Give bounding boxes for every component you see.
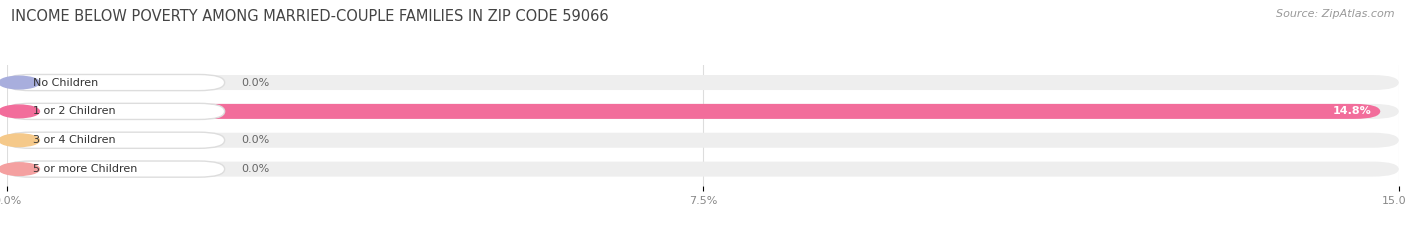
FancyBboxPatch shape bbox=[6, 103, 225, 120]
Circle shape bbox=[0, 134, 39, 147]
Circle shape bbox=[0, 76, 39, 89]
Text: 1 or 2 Children: 1 or 2 Children bbox=[34, 106, 117, 116]
FancyBboxPatch shape bbox=[6, 75, 225, 91]
Text: 3 or 4 Children: 3 or 4 Children bbox=[34, 135, 117, 145]
FancyBboxPatch shape bbox=[7, 75, 1399, 90]
FancyBboxPatch shape bbox=[6, 132, 225, 148]
Text: Source: ZipAtlas.com: Source: ZipAtlas.com bbox=[1277, 9, 1395, 19]
Text: 0.0%: 0.0% bbox=[242, 164, 270, 174]
Text: INCOME BELOW POVERTY AMONG MARRIED-COUPLE FAMILIES IN ZIP CODE 59066: INCOME BELOW POVERTY AMONG MARRIED-COUPL… bbox=[11, 9, 609, 24]
Text: 5 or more Children: 5 or more Children bbox=[34, 164, 138, 174]
Text: 0.0%: 0.0% bbox=[242, 135, 270, 145]
FancyBboxPatch shape bbox=[6, 161, 225, 177]
Text: 14.8%: 14.8% bbox=[1333, 106, 1371, 116]
FancyBboxPatch shape bbox=[7, 104, 1399, 119]
FancyBboxPatch shape bbox=[7, 133, 1399, 148]
Text: 0.0%: 0.0% bbox=[242, 78, 270, 88]
FancyBboxPatch shape bbox=[7, 104, 1381, 119]
FancyBboxPatch shape bbox=[7, 162, 1399, 177]
Circle shape bbox=[0, 105, 39, 118]
Text: No Children: No Children bbox=[34, 78, 98, 88]
Circle shape bbox=[0, 163, 39, 175]
